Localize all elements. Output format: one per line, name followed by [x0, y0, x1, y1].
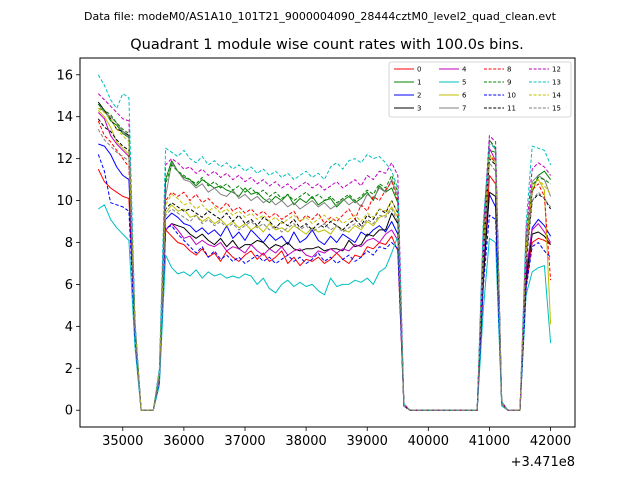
- legend-label-8: 8: [507, 66, 511, 74]
- legend-label-14: 14: [552, 92, 561, 100]
- legend-label-6: 6: [462, 92, 467, 100]
- y-tick-label: 10: [56, 194, 73, 209]
- legend-label-2: 2: [417, 92, 421, 100]
- legend-label-10: 10: [507, 92, 516, 100]
- legend-label-4: 4: [462, 66, 467, 74]
- series-line-15: [97, 129, 552, 411]
- legend-label-0: 0: [417, 66, 421, 74]
- legend-label-1: 1: [417, 79, 421, 87]
- x-tick-label: 40000: [408, 434, 449, 449]
- y-tick-label: 8: [65, 236, 73, 251]
- x-tick-label: 39000: [347, 434, 388, 449]
- series-layer: [97, 74, 552, 411]
- legend-label-15: 15: [552, 105, 561, 113]
- y-tick-label: 0: [65, 404, 73, 419]
- legend-label-9: 9: [507, 79, 511, 87]
- x-tick-label: 41000: [469, 434, 510, 449]
- y-tick-label: 16: [56, 68, 73, 83]
- y-tick-label: 14: [56, 110, 73, 125]
- chart-title: Quadrant 1 module wise count rates with …: [130, 37, 524, 53]
- legend-label-5: 5: [462, 79, 466, 87]
- y-tick-label: 4: [65, 320, 73, 335]
- legend-label-11: 11: [507, 105, 516, 113]
- legend-label-7: 7: [462, 105, 466, 113]
- tick-layer: 35000 36000 37000 38000 39000 40000 41000 42000…: [56, 68, 571, 449]
- x-offset-label: +3.471e8: [511, 455, 575, 470]
- x-tick-label: 42000: [530, 434, 571, 449]
- x-tick-label: 37000: [224, 434, 265, 449]
- suptitle: Data file: modeM0/AS1A10_101T21_90000040…: [84, 10, 557, 23]
- x-tick-label: 35000: [102, 434, 143, 449]
- x-tick-label: 36000: [163, 434, 204, 449]
- plot-area: [80, 58, 575, 427]
- y-tick-label: 12: [56, 152, 73, 167]
- legend-frame: [388, 61, 572, 118]
- y-tick-label: 6: [65, 278, 73, 293]
- legend-label-12: 12: [552, 66, 561, 74]
- plot-frame: [79, 57, 576, 428]
- x-tick-label: 38000: [285, 434, 326, 449]
- legend-label-3: 3: [417, 105, 421, 113]
- y-tick-label: 2: [65, 362, 73, 377]
- legend-label-13: 13: [552, 79, 561, 87]
